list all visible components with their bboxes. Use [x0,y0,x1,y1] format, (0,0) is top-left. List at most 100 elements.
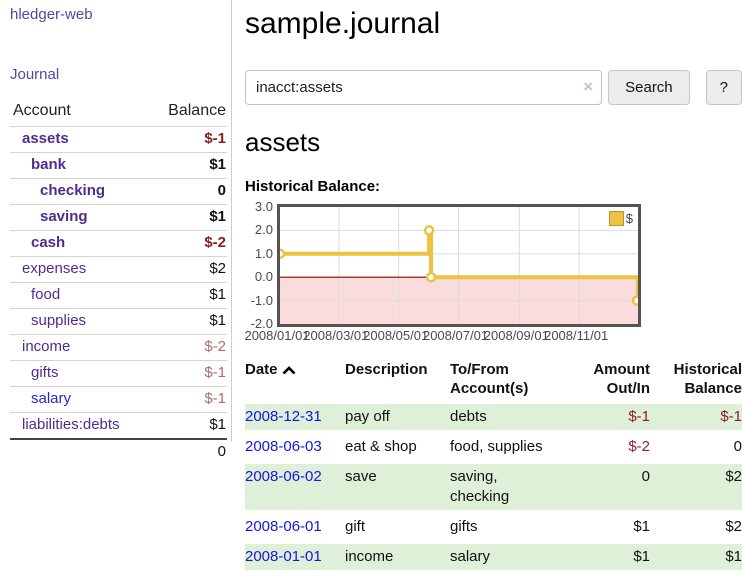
y-tick-label: -1.0 [250,292,273,308]
account-row: assets $-1 [10,126,227,153]
register-col-date[interactable]: Date [245,358,345,400]
clear-search-icon[interactable]: × [583,77,594,96]
accounts-total-row: 0 [10,438,227,465]
account-row: food $1 [10,282,227,309]
legend-label: $ [625,211,633,226]
x-tick-label: 2008/07/01 [422,328,489,343]
search-form: × Search ? [245,70,742,105]
account-link-checking[interactable]: checking [40,182,106,199]
transaction-accounts: salary [450,540,560,570]
account-link-food[interactable]: food [31,286,61,303]
transaction-date-link[interactable]: 2008-01-01 [245,548,322,565]
account-row: bank $1 [10,152,227,179]
transaction-date-link[interactable]: 2008-06-03 [245,438,322,455]
account-link-salary[interactable]: salary [31,390,72,407]
account-link-expenses[interactable]: expenses [22,260,87,277]
account-balance: $1 [148,412,227,439]
sort-asc-icon [282,361,296,380]
y-tick-label: 3.0 [254,199,273,214]
transaction-amount: 0 [560,460,650,510]
transaction-amount: $1 [560,540,650,570]
account-row: supplies $1 [10,308,227,335]
account-link-assets[interactable]: assets [22,130,69,147]
account-row: cash $-2 [10,230,227,257]
transaction-description: save [345,460,450,510]
accounts-col-account: Account [13,102,71,119]
transaction-accounts: debts [450,400,560,430]
account-row: gifts $-1 [10,360,227,387]
account-balance: $1 [148,204,227,231]
account-link-income[interactable]: income [22,338,71,355]
transaction-accounts: saving, checking [450,460,560,510]
search-input[interactable] [245,70,603,105]
main-content: sample.journal × Search ? assets Histori… [244,0,742,570]
account-row: salary $-1 [10,386,227,413]
account-row: checking 0 [10,178,227,205]
x-tick-label: 2008/09/01 [483,328,549,343]
account-link-liabilities-debts[interactable]: liabilities:debts [22,416,120,433]
account-link-supplies[interactable]: supplies [31,312,87,329]
transaction-balance: 0 [650,430,742,460]
chart-x-axis-labels: 2008/01/01 2008/03/01 2008/05/01 2008/07/01… [244,328,641,344]
x-tick-label: 2008/11/01 [544,328,609,343]
account-balance: $1 [148,282,227,309]
transaction-date-link[interactable]: 2008-06-01 [245,518,322,535]
transaction-date-link[interactable]: 2008-06-02 [245,468,322,485]
historical-balance-chart: 3.0 2.0 1.0 0.0 -1.0 -2.0 $ 2008/01/01 2008/03… [244,200,742,344]
transaction-date-link[interactable]: 2008-12-31 [245,408,322,425]
search-button[interactable]: Search [608,70,690,105]
register-row: 2008-12-31 pay off debts $-1 $-1 [245,400,742,430]
account-balance: $-2 [148,230,227,257]
register-col-description: Description [345,361,428,378]
account-link-cash[interactable]: cash [31,234,66,251]
account-link-gifts[interactable]: gifts [31,364,59,381]
account-row: liabilities:debts $1 [10,412,227,439]
sidebar-item-journal[interactable]: Journal [10,66,60,83]
transaction-balance: $1 [650,540,742,570]
register-row: 2008-06-03 eat & shop food, supplies $-2 0 [245,430,742,460]
account-row: saving $1 [10,204,227,231]
sidebar: hledger-web Journal Account Balance asse… [0,0,232,465]
transaction-amount: $-2 [560,430,650,460]
transaction-balance: $2 [650,460,742,510]
transaction-accounts: gifts [450,510,560,540]
transaction-balance: $-1 [650,400,742,430]
app-title-link[interactable]: hledger-web [10,6,93,23]
transaction-description: income [345,540,450,570]
page-title: sample.journal [245,7,441,40]
accounts-table: Account Balance assets $-1 bank $1 checking 0… [10,98,227,465]
account-link-saving[interactable]: saving [40,208,88,225]
account-heading: assets [245,127,321,157]
x-tick-label: 2008/03/01 [303,328,369,343]
chart-label: Historical Balance: [245,178,381,195]
account-row: expenses $2 [10,256,227,283]
chart-legend: $ [606,210,635,227]
y-tick-label: 1.0 [254,245,273,261]
y-tick-label: -2.0 [250,316,273,331]
account-link-bank[interactable]: bank [31,156,67,173]
account-row: income $-2 [10,334,227,361]
account-balance: 0 [148,178,227,205]
chart-canvas [280,207,638,324]
chart-y-axis-labels: 3.0 2.0 1.0 0.0 -1.0 -2.0 [245,200,275,330]
account-balance: $-2 [148,334,227,361]
transaction-accounts: food, supplies [450,430,560,460]
accounts-col-balance: Balance [168,102,226,119]
register-col-balance: Historical Balance [673,361,742,397]
y-tick-label: 0.0 [254,269,273,285]
transaction-amount: $1 [560,510,650,540]
account-balance: $2 [148,256,227,283]
transaction-description: eat & shop [345,430,450,460]
register-row: 2008-06-02 save saving, checking 0 $2 [245,460,742,510]
register-table: Date Description To/From Account(s) Amou… [245,358,742,570]
account-balance: $1 [148,152,227,179]
transaction-balance: $2 [650,510,742,540]
x-tick-label: 2008/01/01 [244,328,310,343]
transaction-amount: $-1 [560,400,650,430]
transaction-description: pay off [345,400,450,430]
help-button[interactable]: ? [705,70,742,105]
y-tick-label: 2.0 [254,222,273,238]
account-balance: $-1 [148,386,227,413]
account-balance: $1 [148,308,227,335]
legend-swatch-icon [608,211,624,226]
